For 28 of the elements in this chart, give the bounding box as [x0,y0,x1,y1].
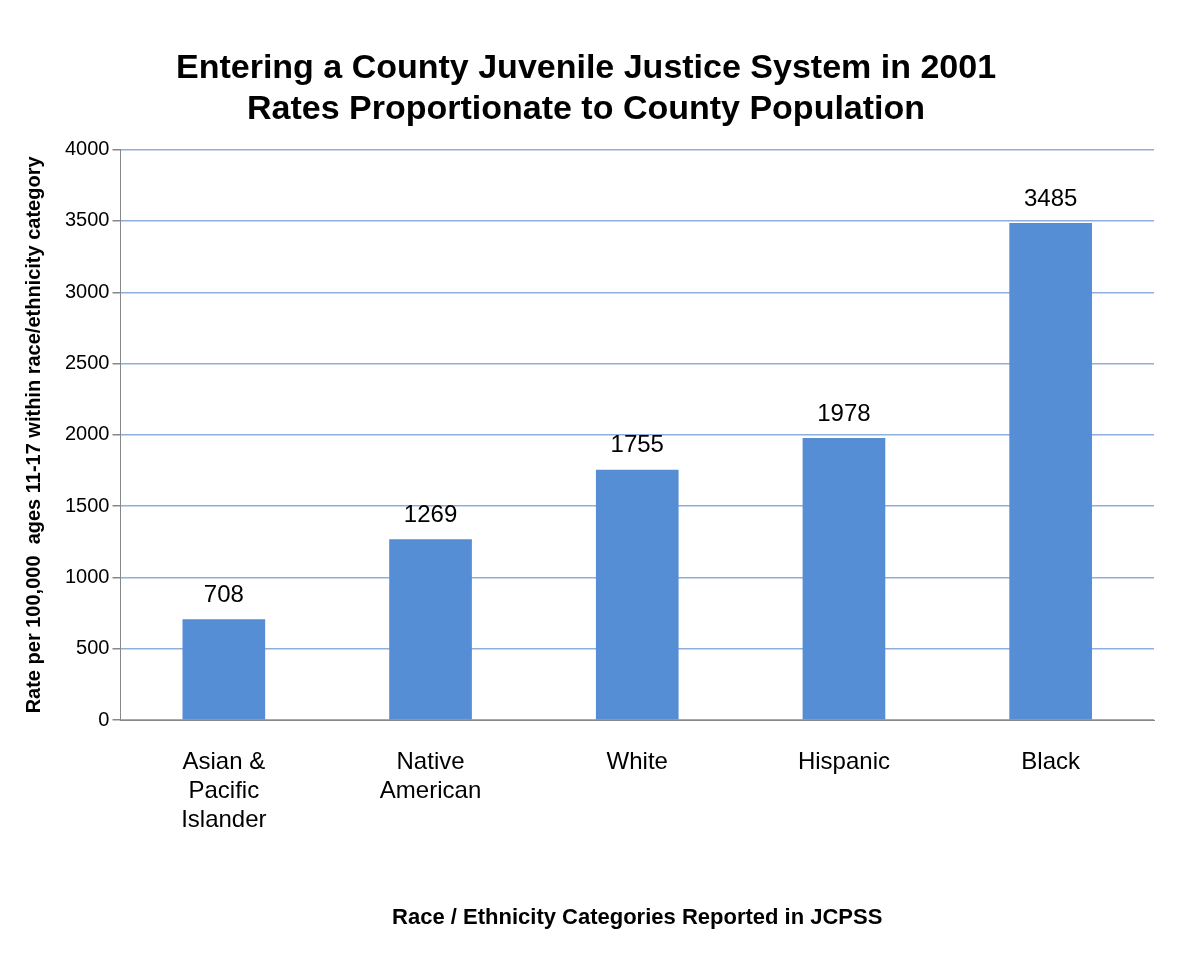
y-tick-label: 0 [98,707,110,730]
text: Entering a County Juvenile Justice System in 2001 [175,46,997,85]
bar [182,619,266,720]
x-tick-label: Native American [379,747,482,804]
data-label: 3485 [1023,183,1078,211]
data-label: 1978 [817,398,871,426]
data-label: 708 [203,579,244,607]
y-tick-label: 3500 [64,208,110,231]
y-tick-label: 4000 [64,137,110,160]
x-tick-label: White [606,747,668,775]
y-tick-label: 2000 [64,422,110,445]
y-tick-label: 1000 [64,565,110,588]
x-tick-label: Asian & Pacific Islander [181,747,267,832]
y-tick-label: 500 [76,636,110,659]
y-tick-label: 2500 [64,351,110,374]
y-tick-label: 3000 [64,279,110,302]
x-axis-title: Race / Ethnicity Categories Reported in JCPSS [392,903,883,929]
data-label: 1269 [403,499,458,527]
y-axis-title: Rate per 100,000 ages 11-17 within race/ethnicity category [21,155,44,714]
text: Rates Proportionate to County Population [246,87,926,126]
bar [389,539,472,720]
bar [802,438,886,720]
bar [595,469,679,720]
bar [1009,223,1092,720]
x-tick-label: Black [1021,747,1081,775]
data-label: 1755 [610,430,664,458]
x-tick-label: Hispanic [797,747,890,775]
y-tick-label: 1500 [64,493,110,516]
